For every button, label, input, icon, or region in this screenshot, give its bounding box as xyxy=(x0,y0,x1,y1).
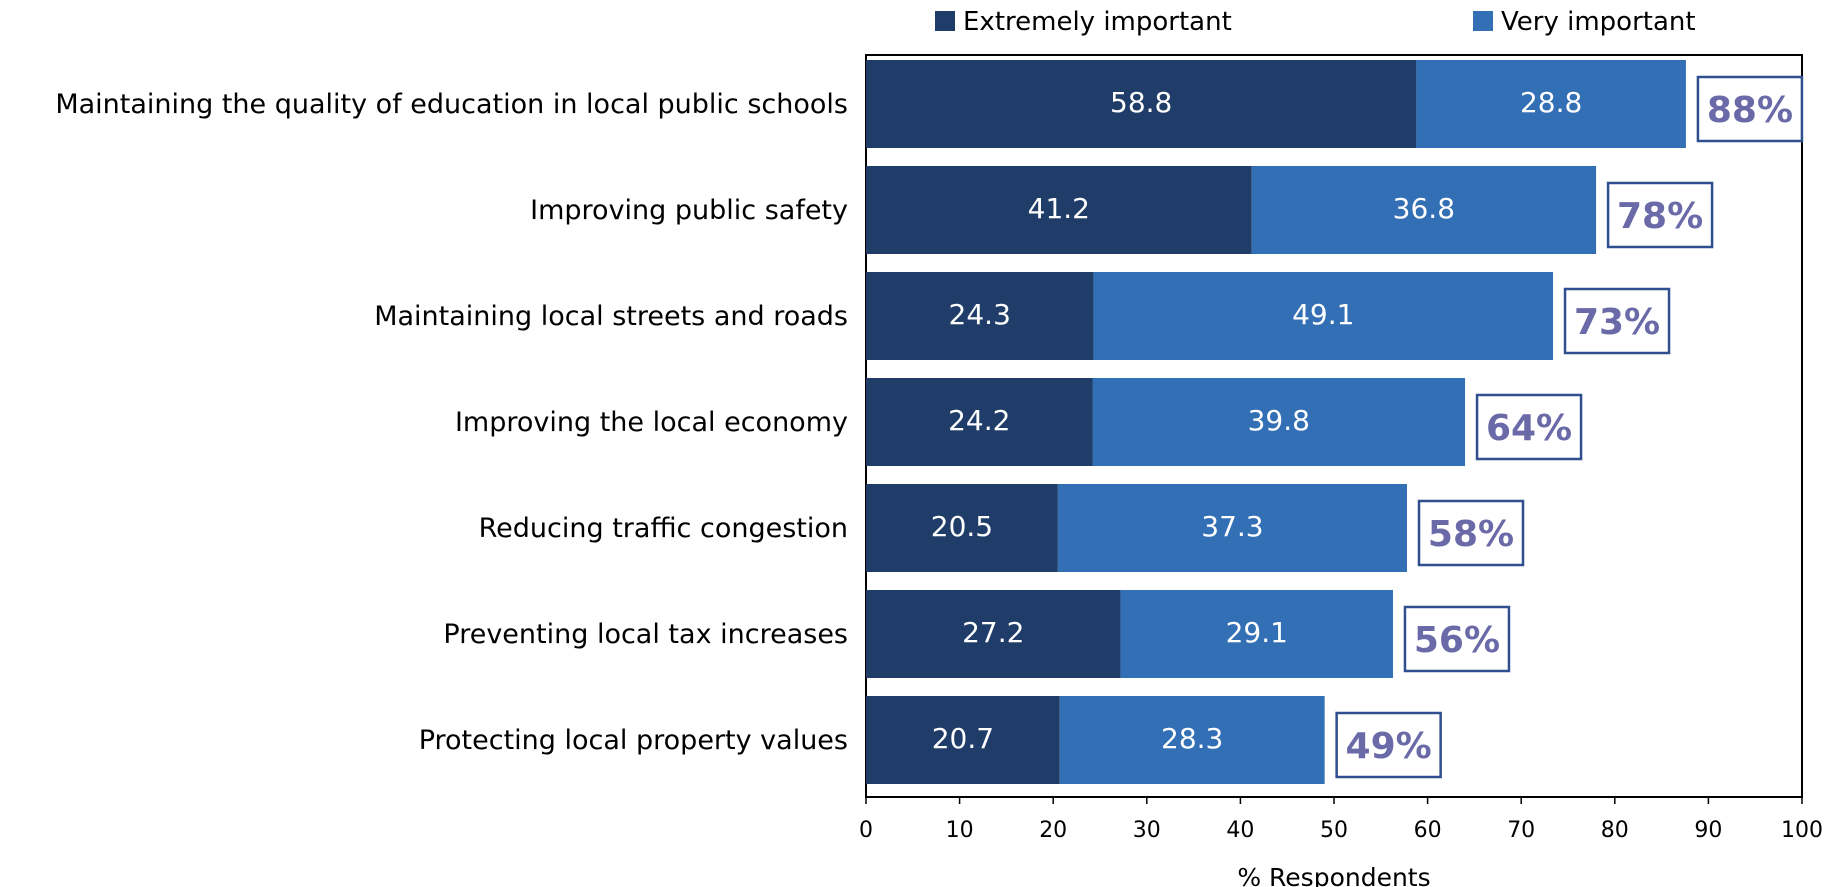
bar-value-label: 20.7 xyxy=(932,722,994,755)
category-label: Preventing local tax increases xyxy=(443,619,848,650)
bar-segment-extremely-important xyxy=(866,484,1058,572)
total-percent-label: 58% xyxy=(1428,514,1514,555)
bar-value-label: 36.8 xyxy=(1393,192,1455,225)
bar-value-label: 49.1 xyxy=(1292,298,1354,331)
bar-value-label: 39.8 xyxy=(1248,404,1310,437)
total-box xyxy=(1563,287,1671,355)
total-box xyxy=(1335,711,1442,779)
x-tick-label: 40 xyxy=(1226,818,1254,843)
total-box xyxy=(1475,393,1583,461)
bar-segment-very-important xyxy=(1416,60,1686,148)
bar-value-label: 28.8 xyxy=(1520,86,1582,119)
total-box xyxy=(1417,499,1525,567)
total-percent-label: 78% xyxy=(1617,196,1703,237)
total-box xyxy=(1696,75,1804,143)
bar-segment-extremely-important xyxy=(866,272,1094,360)
total-percent-label: 49% xyxy=(1346,726,1432,767)
legend-swatch-extremely-important xyxy=(935,11,955,31)
category-label: Maintaining the quality of education in … xyxy=(55,89,848,120)
x-tick-label: 80 xyxy=(1601,818,1629,843)
bar-value-label: 37.3 xyxy=(1201,510,1263,543)
x-tick-label: 30 xyxy=(1133,818,1161,843)
x-tick-label: 10 xyxy=(946,818,974,843)
bar-value-label: 24.3 xyxy=(949,298,1011,331)
total-percent-label: 64% xyxy=(1486,408,1572,449)
bar-segment-extremely-important xyxy=(866,60,1417,148)
x-tick-label: 0 xyxy=(859,818,873,843)
bar-segment-extremely-important xyxy=(866,590,1121,678)
bar-segment-very-important xyxy=(1120,590,1393,678)
category-label: Maintaining local streets and roads xyxy=(374,301,848,332)
x-tick-label: 90 xyxy=(1694,818,1722,843)
bar-segment-extremely-important xyxy=(866,166,1252,254)
bar-value-label: 24.2 xyxy=(948,404,1010,437)
bar-segment-very-important xyxy=(1059,696,1325,784)
total-percent-label: 88% xyxy=(1707,90,1793,131)
bar-segment-extremely-important xyxy=(866,378,1093,466)
bar-value-label: 27.2 xyxy=(962,616,1024,649)
total-box xyxy=(1403,605,1511,673)
category-label: Improving the local economy xyxy=(455,407,848,438)
bar-value-label: 20.5 xyxy=(931,510,993,543)
bar-segment-very-important xyxy=(1093,272,1554,360)
x-axis-title: % Respondents xyxy=(1237,863,1430,887)
total-percent-label: 73% xyxy=(1574,302,1660,343)
x-tick-label: 60 xyxy=(1414,818,1442,843)
category-label: Protecting local property values xyxy=(419,725,848,756)
total-box xyxy=(1606,181,1714,249)
x-tick-label: 70 xyxy=(1507,818,1535,843)
category-label: Reducing traffic congestion xyxy=(479,513,848,544)
category-label: Improving public safety xyxy=(530,195,848,226)
bar-value-label: 28.3 xyxy=(1161,722,1223,755)
bar-segment-very-important xyxy=(1092,378,1466,466)
x-tick-label: 20 xyxy=(1039,818,1067,843)
bar-segment-extremely-important xyxy=(866,696,1060,784)
x-tick-label: 50 xyxy=(1320,818,1348,843)
bar-value-label: 41.2 xyxy=(1028,192,1090,225)
legend-label: Extremely important xyxy=(963,7,1232,37)
legend-swatch-very-important xyxy=(1473,11,1493,31)
total-percent-label: 56% xyxy=(1414,620,1500,661)
bar-segment-very-important xyxy=(1251,166,1597,254)
bar-value-label: 29.1 xyxy=(1226,616,1288,649)
x-tick-label: 100 xyxy=(1781,818,1823,843)
legend-label: Very important xyxy=(1501,7,1696,37)
bar-segment-very-important xyxy=(1057,484,1408,572)
bar-value-label: 58.8 xyxy=(1110,86,1172,119)
